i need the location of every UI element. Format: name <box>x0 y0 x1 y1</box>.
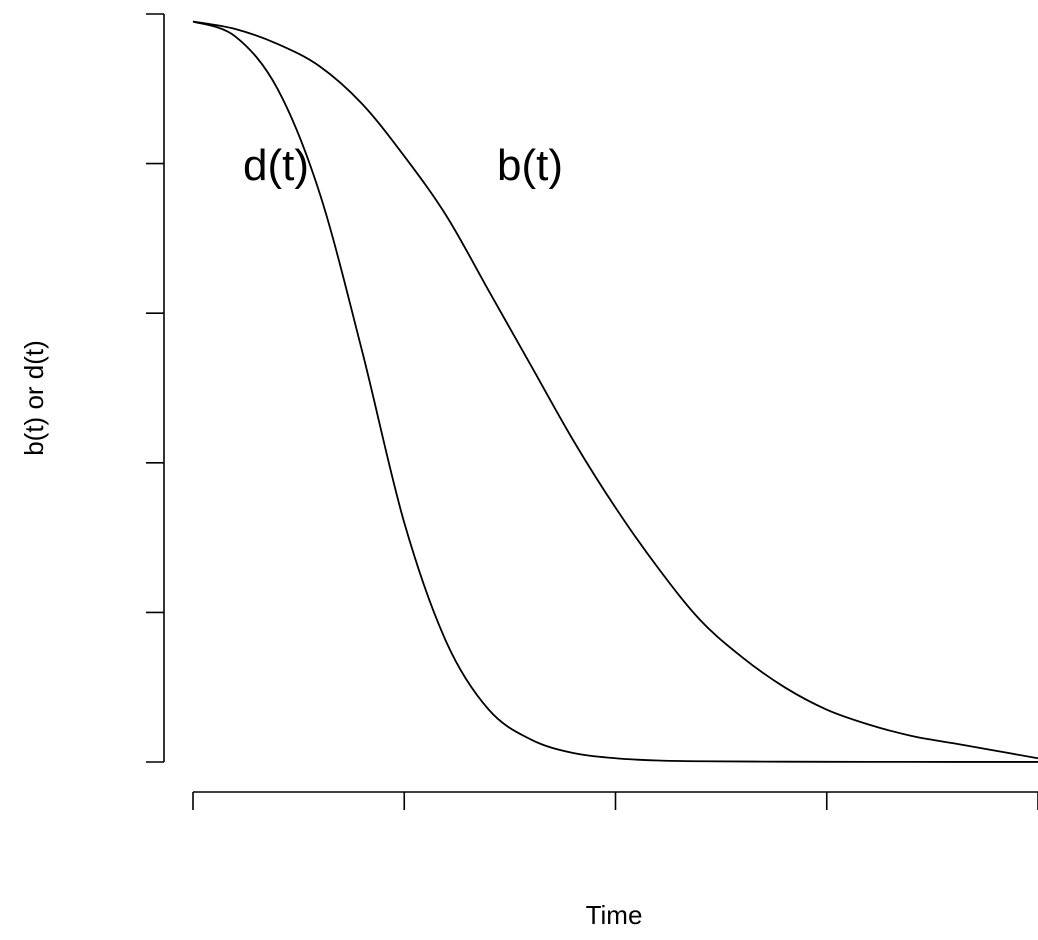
y-axis <box>146 13 165 763</box>
series-line-bt <box>192 20 1038 760</box>
curves <box>192 20 1038 763</box>
series-line-dt <box>192 20 1038 763</box>
curve-label-d: d(t) <box>243 141 309 190</box>
curve-label-b: b(t) <box>497 141 563 190</box>
x-axis <box>192 791 1038 810</box>
curve-labels: d(t) b(t) <box>243 141 563 190</box>
y-axis-title: b(t) or d(t) <box>19 340 49 456</box>
x-axis-title: Time <box>586 900 643 930</box>
